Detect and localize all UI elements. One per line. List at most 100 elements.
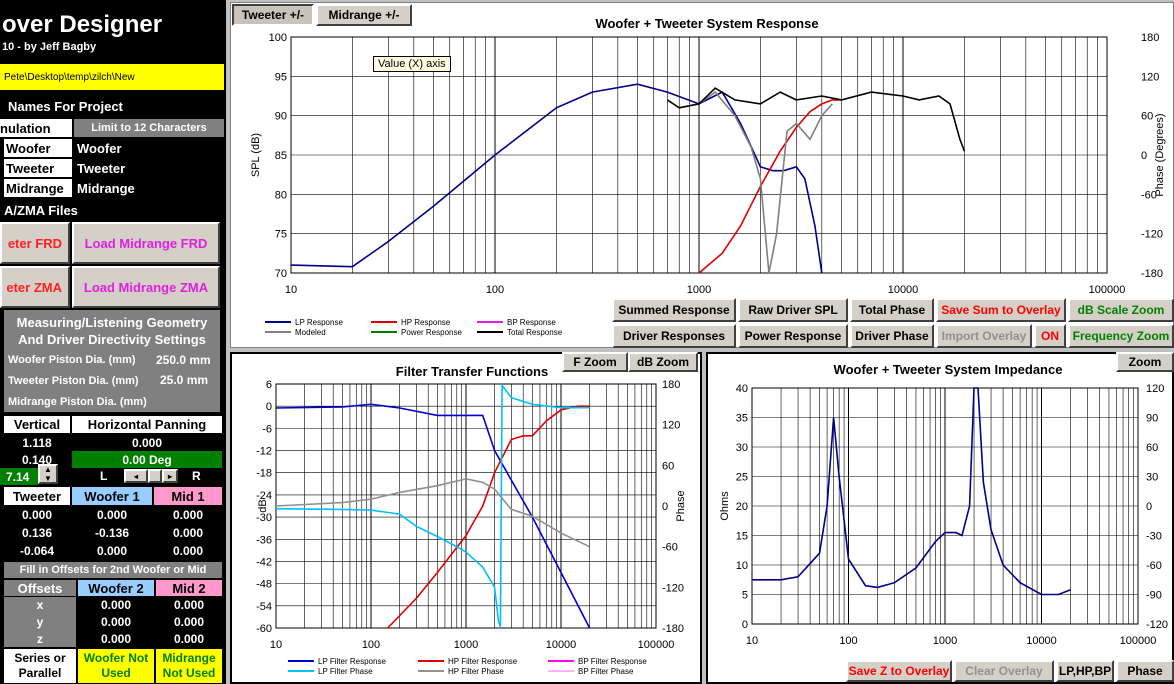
y-tick-label: 35 (736, 413, 748, 425)
phase-button[interactable]: Phase (1116, 660, 1174, 682)
tweeter-tab[interactable]: Tweeter +/- (232, 4, 314, 26)
db-zoom-button[interactable]: dB Zoom (628, 352, 698, 372)
load-tweeter-zma-button[interactable]: eter ZMA (0, 266, 70, 308)
power-response-button[interactable]: Power Response (738, 324, 848, 348)
y-tick-label: 25 (736, 472, 748, 484)
import-overlay-button[interactable]: Import Overlay (936, 324, 1032, 348)
load-tweeter-frd-button[interactable]: eter FRD (0, 222, 70, 264)
overlay-on-button[interactable]: ON (1034, 324, 1066, 348)
y2-tick-label: -60 (1141, 189, 1157, 201)
offset2-x-label: x (36, 598, 44, 612)
y2-tick-label: -60 (662, 542, 678, 554)
tweeter-name-value[interactable]: Tweeter (77, 160, 126, 176)
filter-panel: 10 100 1000 10000 100000 6 0 -6 -12 -18 -24 -30 -36-… (230, 352, 702, 684)
offset-mid2-z[interactable]: 0.000 (173, 632, 205, 646)
vertical-value-2[interactable]: 0.140 (21, 452, 53, 467)
x-tick-label: 10 (746, 635, 758, 647)
x-tick-label: 10000 (1026, 635, 1057, 647)
offsets-header-tweeter: Tweeter (4, 487, 70, 505)
axis-tooltip: Value (X) axis (373, 56, 451, 72)
offset-mid1-y[interactable]: 0.000 (172, 525, 204, 540)
woofer-piston-value[interactable]: 250.0 mm (156, 353, 211, 367)
vertical-value-3[interactable]: 7.14 (0, 468, 38, 485)
offset-tweeter-x[interactable]: 0.000 (21, 507, 53, 522)
midrange-mode[interactable]: Midrange Not Used (156, 649, 222, 683)
offset-woofer1-z[interactable]: 0.000 (96, 543, 128, 558)
y-tick-label: -60 (256, 623, 272, 635)
legend-label: HP Filter Response (448, 657, 518, 666)
offset-woofer2-y[interactable]: 0.000 (100, 615, 132, 629)
y-tick-label: 40 (736, 383, 748, 395)
y2-tick-label: 30 (1146, 472, 1158, 484)
db-scale-zoom-button[interactable]: dB Scale Zoom (1068, 298, 1174, 322)
tweeter-piston-value[interactable]: 25.0 mm (160, 373, 209, 387)
legend-label: BP Filter Phase (578, 667, 634, 676)
zoom-button[interactable]: Zoom (1116, 352, 1174, 372)
geometry-section (4, 310, 220, 412)
offset-mid1-z[interactable]: 0.000 (172, 543, 204, 558)
y-tick-label: -12 (256, 446, 272, 458)
geometry-header-2: And Driver Directivity Settings (18, 331, 206, 347)
woofer-mode[interactable]: Woofer Not Used (78, 649, 154, 683)
total-phase-button[interactable]: Total Phase (850, 298, 934, 322)
woofer-name-value[interactable]: Woofer (77, 140, 122, 156)
midrange-name-value[interactable]: Midrange (77, 180, 135, 196)
offset-mid1-x[interactable]: 0.000 (172, 507, 204, 522)
pan-right-arrow[interactable]: ▸ (162, 469, 178, 483)
y2-tick-label: 90 (1146, 413, 1158, 425)
offset-woofer1-y[interactable]: -0.136 (94, 525, 130, 540)
offset-mid2-y[interactable]: 0.000 (173, 615, 205, 629)
app-title: over Designer (2, 11, 163, 38)
y2-tick-label: 180 (1141, 32, 1159, 44)
y2-tick-label: -180 (1141, 268, 1163, 280)
raw-driver-spl-button[interactable]: Raw Driver SPL (738, 298, 848, 322)
y-tick-label: 80 (275, 189, 287, 201)
x-tick-label: 10 (270, 639, 282, 651)
f-zoom-button[interactable]: F Zoom (562, 352, 628, 372)
driver-phase-button[interactable]: Driver Phase (850, 324, 934, 348)
fill-offsets-note: Fill in Offsets for 2nd Woofer or Mid (4, 562, 222, 578)
save-z-overlay-button[interactable]: Save Z to Overlay (846, 660, 952, 682)
horizontal-value[interactable]: 0.000 (131, 435, 163, 450)
legend-label: BP Filter Response (578, 657, 647, 666)
pan-thumb[interactable] (148, 469, 162, 483)
horizontal-label: Horizontal Panning (72, 416, 222, 433)
y2-tick-label: 120 (1146, 383, 1164, 395)
vertical-spinner[interactable]: ▲ ▼ (38, 464, 58, 484)
sidebar: over Designer 10 - by Jeff Bagby Pete\De… (0, 0, 226, 684)
offset-mid2-x[interactable]: 0.000 (173, 598, 205, 612)
legend-label: Power Response (401, 328, 462, 337)
series-line-lp-filter-response (275, 403, 591, 629)
series-line-impedance (752, 387, 1071, 596)
offset-tweeter-y[interactable]: 0.136 (21, 525, 53, 540)
offsets2-header-mid2: Mid 2 (156, 580, 222, 596)
offset-woofer2-x[interactable]: 0.000 (100, 598, 132, 612)
limit-note: Limit to 12 Characters (74, 119, 224, 137)
offset-woofer2-z[interactable]: 0.000 (100, 632, 132, 646)
y-tick-label: -42 (256, 556, 272, 568)
clear-overlay-button[interactable]: Clear Overlay (954, 660, 1054, 682)
frequency-zoom-button[interactable]: Frequency Zoom (1068, 324, 1174, 348)
offset-tweeter-z[interactable]: -0.064 (19, 543, 55, 558)
vertical-value-1[interactable]: 1.118 (22, 435, 52, 450)
offset-woofer1-x[interactable]: 0.000 (96, 507, 128, 522)
project-path[interactable]: Pete\Desktop\temp\zilch\New (0, 64, 224, 90)
y-tick-label: -24 (256, 490, 272, 502)
vertical-label: Vertical (4, 416, 70, 433)
x-tick-label: 100000 (638, 639, 675, 651)
y-axis-label: Ohms (719, 491, 731, 521)
summed-response-button[interactable]: Summed Response (612, 298, 736, 322)
filter-transfer-chart: 10 100 1000 10000 10000060-6-12-18-24-30-36-… (256, 364, 687, 676)
pan-left-arrow[interactable]: ◂ (124, 469, 148, 483)
y2-axis-label: Phase (Degrees) (1154, 113, 1166, 196)
driver-responses-button[interactable]: Driver Responses (612, 324, 736, 348)
legend-label: Modeled (295, 328, 326, 337)
save-sum-overlay-button[interactable]: Save Sum to Overlay (936, 298, 1066, 322)
simulation-label: nulation (0, 119, 72, 137)
midrange-tab[interactable]: Midrange +/- (316, 4, 412, 26)
chart-title: Woofer + Tweeter System Impedance (834, 362, 1063, 377)
load-midrange-zma-button[interactable]: Load Midrange ZMA (72, 266, 220, 308)
load-midrange-frd-button[interactable]: Load Midrange FRD (72, 222, 220, 264)
lphpbp-button[interactable]: LP,HP,BP (1056, 660, 1114, 682)
y-tick-label: 75 (275, 229, 287, 241)
